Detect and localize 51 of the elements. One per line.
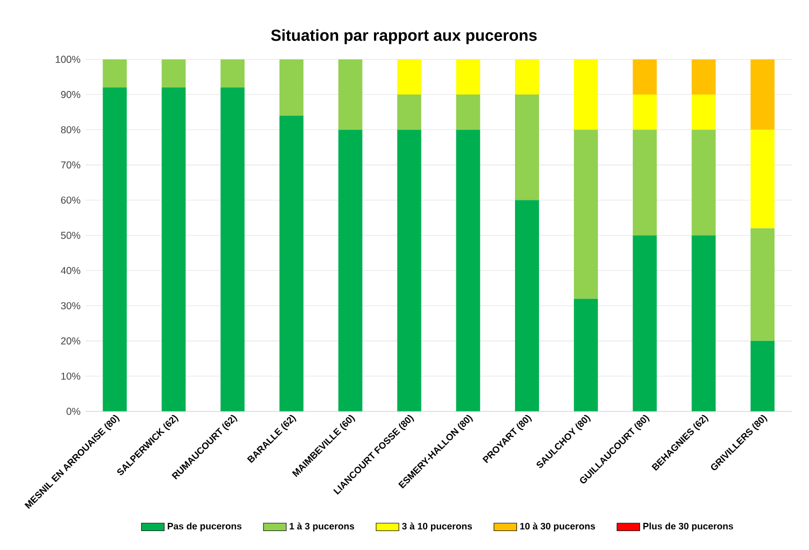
bar <box>102 59 127 88</box>
bar <box>397 94 422 130</box>
chart-title: Situation par rapport aux pucerons <box>271 29 537 44</box>
y-tick-label: 0% <box>66 408 80 415</box>
bar <box>515 59 540 95</box>
y-tick-label: 40% <box>60 266 80 274</box>
y-tick-label: 20% <box>61 337 80 344</box>
bar <box>692 94 716 130</box>
y-tick-label: 80% <box>61 126 80 134</box>
bar <box>279 116 304 412</box>
bar <box>338 59 362 130</box>
y-tick-label: 50% <box>61 232 80 239</box>
bar <box>692 235 716 412</box>
bar <box>338 130 362 412</box>
legend-label: Plus de 30 pucerons <box>643 522 734 532</box>
bar <box>574 59 598 130</box>
bar <box>750 130 775 228</box>
bar <box>632 130 657 236</box>
bar <box>692 59 716 95</box>
bar <box>515 94 540 200</box>
y-tick-label: 100% <box>56 56 80 63</box>
bar <box>456 94 480 130</box>
bar <box>162 87 186 412</box>
bar <box>692 130 716 236</box>
bar <box>162 59 186 88</box>
bar <box>574 130 598 299</box>
y-tick-label: 30% <box>60 302 80 310</box>
bar <box>574 298 598 412</box>
bar <box>750 340 775 412</box>
legend-label: Pas de pucerons <box>168 522 242 532</box>
bar <box>632 59 657 95</box>
legend-label: 10 à 30 pucerons <box>520 522 596 532</box>
bar <box>397 130 422 412</box>
bar <box>220 87 245 412</box>
legend-label: 1 à 3 pucerons <box>290 522 354 532</box>
bar <box>632 94 657 130</box>
bar <box>220 59 245 88</box>
y-tick-label: 90% <box>61 90 80 98</box>
bar <box>515 200 540 412</box>
bar <box>456 130 480 412</box>
bar <box>750 59 775 130</box>
bar <box>397 59 422 95</box>
y-tick-label: 60% <box>61 196 80 204</box>
bar <box>750 228 775 341</box>
bar <box>279 59 304 116</box>
y-tick-label: 10% <box>61 372 80 380</box>
bar <box>102 87 127 412</box>
legend-label: 3 à 10 pucerons <box>402 522 472 532</box>
y-tick-label: 70% <box>61 161 80 168</box>
bar <box>632 235 657 412</box>
bar <box>456 59 480 95</box>
